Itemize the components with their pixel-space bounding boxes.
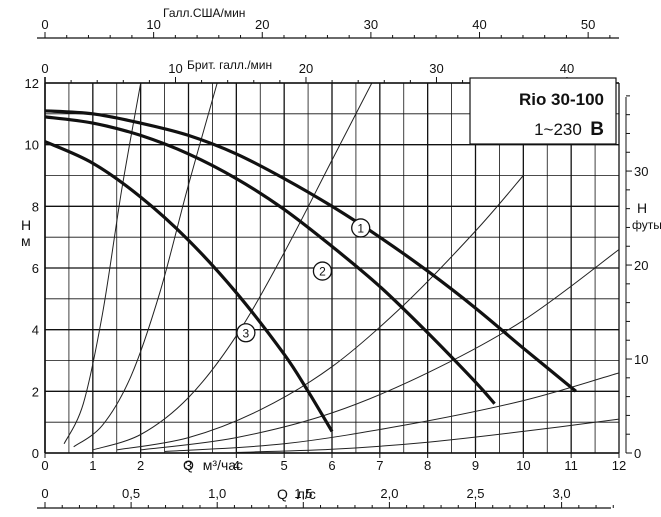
x-tick-label: 12 <box>612 458 626 473</box>
x-tick-label: 9 <box>472 458 479 473</box>
series-marker-label-1: 1 <box>357 221 364 235</box>
x2-tick-label: 0,5 <box>122 486 140 501</box>
system-curve-5 <box>140 249 619 451</box>
x-tick-label: 2 <box>137 458 144 473</box>
y-tick-label: 8 <box>32 199 39 214</box>
x2-tick-label: 1,0 <box>208 486 226 501</box>
x3-tick-label: 50 <box>581 17 595 32</box>
subtitle-text: 1~230 <box>534 120 582 139</box>
y-tick-label: 0 <box>32 446 39 461</box>
x3-tick-label: 30 <box>364 17 378 32</box>
subtitle-bold: B <box>590 119 604 140</box>
y-axis-label-line1: H <box>21 217 31 233</box>
system-curve-7 <box>236 418 619 453</box>
series-marker-label-3: 3 <box>243 326 250 340</box>
y-tick-label: 12 <box>25 76 39 91</box>
pump-curve-2 <box>44 115 496 405</box>
series-marker-2 <box>312 261 333 281</box>
title-box-frame <box>469 77 617 145</box>
x2-axis-label-unit: л/с <box>297 486 316 502</box>
pump-curve-1 <box>44 109 577 393</box>
x3-tick-label: 10 <box>146 17 160 32</box>
pump-curve-3 <box>44 140 334 433</box>
x2-tick-label: 1,5 <box>294 486 312 501</box>
x-tick-label: 7 <box>376 458 383 473</box>
y-axis-label-line2: м <box>21 233 31 249</box>
y2-axis-label-line2: футы <box>632 218 661 232</box>
x3-tick-label: 40 <box>472 17 486 32</box>
x-axis-label-prefix: Q <box>183 457 194 473</box>
y2-tick-label: 10 <box>634 352 648 367</box>
x2-axis-label-prefix: Q <box>277 486 288 502</box>
x2-tick-label: 0 <box>41 486 48 501</box>
x2-tick-label: 2,0 <box>380 486 398 501</box>
y2-tick-label: 30 <box>634 164 648 179</box>
pump-curves: 1 2 3 <box>44 109 577 433</box>
system-curve-4 <box>116 175 524 451</box>
y2-axis-label-line1: H <box>637 200 647 216</box>
series-marker-label-2: 2 <box>319 265 326 279</box>
system-curve-2 <box>73 83 218 448</box>
x3-tick-label: 0 <box>41 17 48 32</box>
y-tick-label: 10 <box>25 138 39 153</box>
x4-tick-label: 30 <box>429 61 443 76</box>
x4-tick-label: 20 <box>299 61 313 76</box>
chart-subtitle: 1~230 B <box>534 119 604 140</box>
x-tick-label: 1 <box>89 458 96 473</box>
x2-axis-label: Q л/с <box>277 486 316 502</box>
x4-tick-label: 0 <box>41 61 48 76</box>
x4-tick-label: 10 <box>168 61 182 76</box>
x-tick-label: 10 <box>516 458 530 473</box>
x3-axis-label: Галл.США/мин <box>163 6 245 20</box>
x-tick-label: 0 <box>41 458 48 473</box>
y-tick-label: 6 <box>32 261 39 276</box>
x-tick-label: 11 <box>564 458 578 473</box>
x-tick-label: 8 <box>424 458 431 473</box>
y2-tick-label: 20 <box>634 258 648 273</box>
x4-tick-label: 40 <box>560 61 574 76</box>
series-marker-3 <box>236 323 256 343</box>
y-tick-label: 4 <box>32 323 39 338</box>
x-tick-label: 6 <box>328 458 335 473</box>
x-axis-label: Q м³/час <box>183 457 243 473</box>
title-box: Rio 30-100 1~230 B <box>469 77 617 145</box>
x3-tick-label: 20 <box>255 17 269 32</box>
y-tick-label: 2 <box>32 384 39 399</box>
system-curves <box>63 83 619 453</box>
x2-tick-label: 2,5 <box>466 486 484 501</box>
x-tick-label: 5 <box>281 458 288 473</box>
x-tick-label: 4 <box>233 458 240 473</box>
y2-tick-label: 0 <box>634 446 641 461</box>
series-marker-1 <box>351 218 371 238</box>
x4-axis-label: Брит. галл./мин <box>187 58 272 72</box>
x-tick-label: 3 <box>185 458 192 473</box>
chart-title: Rio 30-100 <box>519 90 604 109</box>
x-axis-label-unit: м³/час <box>203 457 243 473</box>
system-curve-6 <box>164 372 619 452</box>
x2-tick-label: 3,0 <box>553 486 571 501</box>
system-curve-1 <box>63 83 142 445</box>
system-curve-3 <box>92 83 373 451</box>
